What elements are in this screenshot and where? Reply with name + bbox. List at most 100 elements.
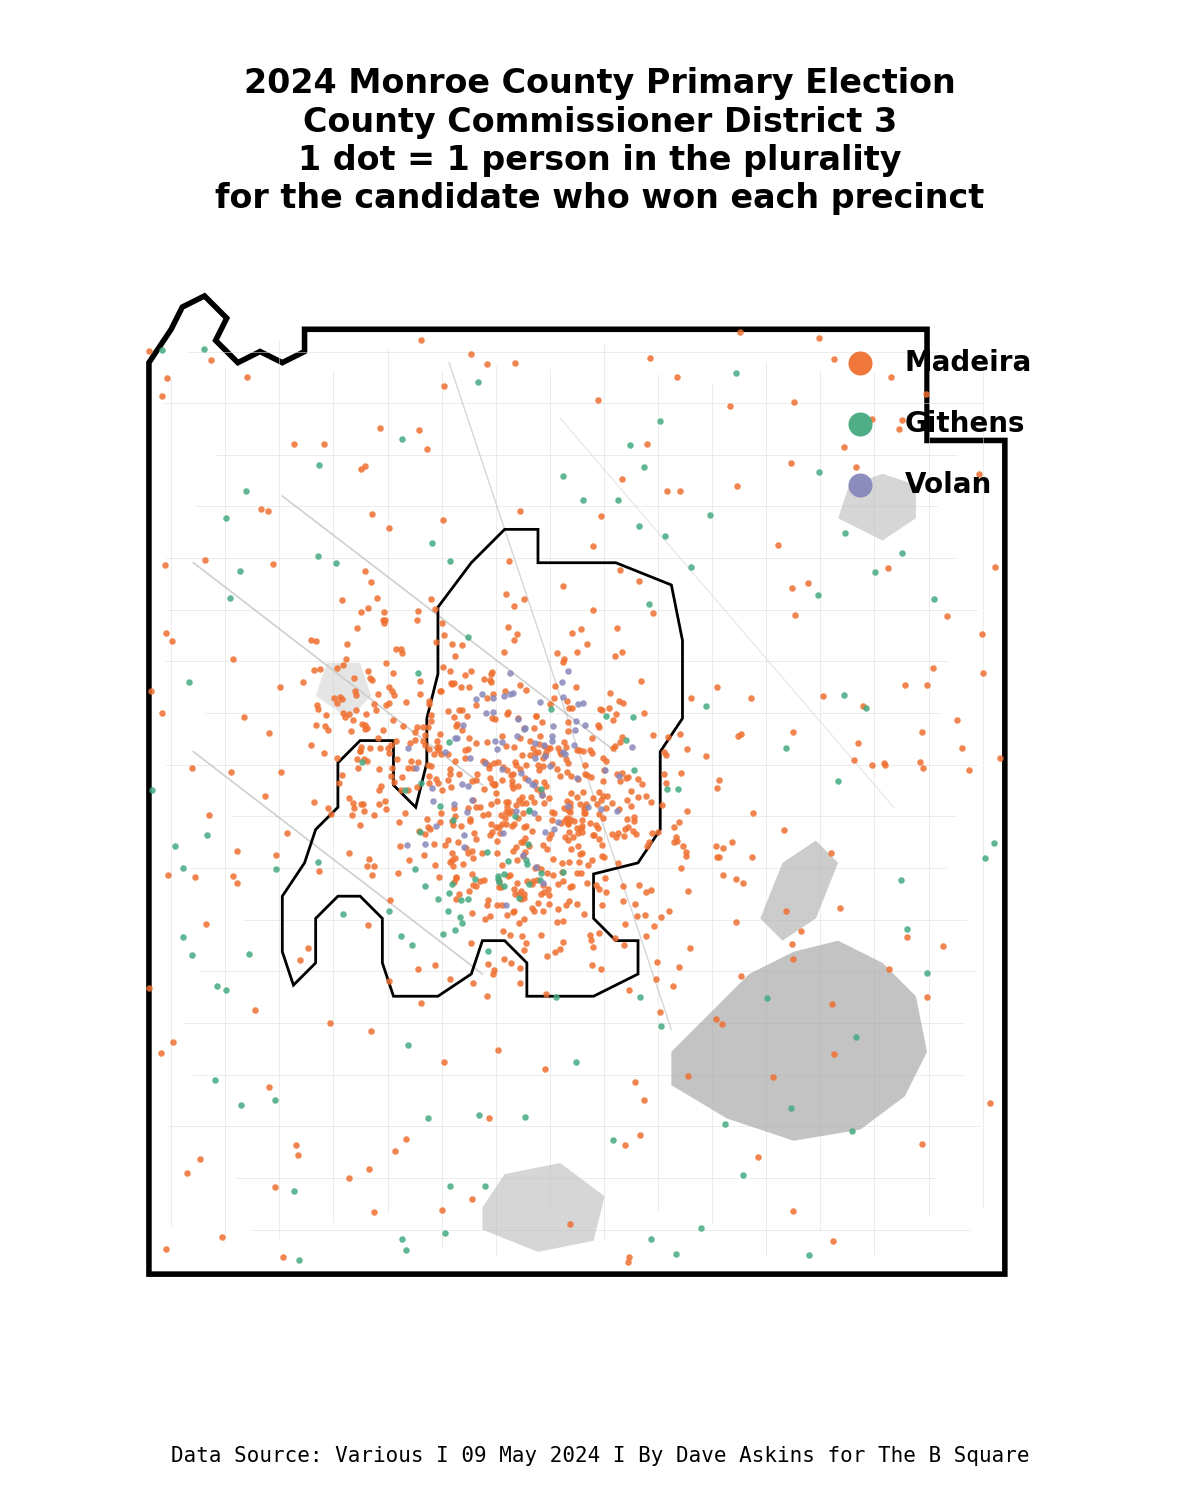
Point bbox=[350, 812, 370, 836]
Point bbox=[494, 640, 514, 664]
Point bbox=[158, 863, 178, 887]
Point bbox=[432, 742, 451, 766]
Point bbox=[347, 699, 366, 723]
Point bbox=[463, 1187, 482, 1211]
Point bbox=[640, 830, 659, 854]
Point bbox=[409, 750, 428, 773]
Point bbox=[360, 847, 379, 871]
Point bbox=[379, 968, 398, 992]
Point bbox=[462, 788, 481, 812]
Point bbox=[917, 961, 936, 985]
Point bbox=[601, 681, 620, 705]
Point bbox=[540, 826, 559, 850]
Point bbox=[526, 741, 545, 764]
Point bbox=[334, 654, 353, 678]
Point bbox=[568, 738, 587, 761]
Point bbox=[532, 779, 551, 803]
Polygon shape bbox=[761, 841, 838, 941]
Point bbox=[674, 833, 694, 857]
Point bbox=[523, 872, 542, 896]
Point bbox=[422, 775, 442, 799]
Point bbox=[624, 809, 643, 833]
Text: Madeira: Madeira bbox=[905, 349, 1032, 376]
Text: Volan: Volan bbox=[905, 471, 992, 499]
Point bbox=[559, 797, 578, 821]
Point bbox=[436, 1222, 455, 1246]
Point bbox=[637, 880, 656, 904]
Point bbox=[396, 1127, 415, 1151]
Point bbox=[546, 985, 565, 1009]
Point bbox=[524, 773, 544, 797]
Point bbox=[722, 830, 742, 854]
Point bbox=[792, 919, 811, 943]
Point bbox=[566, 1049, 586, 1073]
Point bbox=[589, 877, 608, 901]
Point bbox=[592, 956, 611, 980]
Point bbox=[490, 869, 509, 893]
Point bbox=[420, 690, 439, 714]
Point bbox=[156, 1237, 175, 1261]
Point bbox=[517, 679, 536, 703]
Point bbox=[587, 793, 606, 817]
Point bbox=[408, 958, 427, 982]
Point bbox=[451, 889, 470, 913]
Point bbox=[440, 549, 460, 573]
Point bbox=[301, 628, 320, 652]
Point bbox=[307, 693, 326, 717]
Point bbox=[454, 823, 473, 847]
Point bbox=[847, 456, 866, 480]
Point bbox=[668, 829, 688, 853]
Point bbox=[542, 752, 562, 776]
Point bbox=[414, 715, 433, 739]
Point bbox=[509, 708, 528, 732]
Point bbox=[535, 733, 554, 757]
Point bbox=[528, 890, 547, 914]
Point bbox=[500, 661, 520, 685]
Point bbox=[476, 700, 496, 724]
Point bbox=[308, 544, 328, 568]
Point bbox=[467, 769, 486, 793]
Point bbox=[834, 435, 853, 459]
Point bbox=[798, 571, 817, 595]
Point bbox=[824, 348, 844, 372]
Point bbox=[631, 1124, 650, 1148]
Point bbox=[481, 661, 500, 685]
Point bbox=[522, 818, 541, 842]
Point bbox=[608, 489, 628, 513]
Point bbox=[520, 872, 539, 896]
Point bbox=[560, 794, 580, 818]
Point bbox=[457, 800, 476, 824]
Point bbox=[714, 863, 733, 887]
Point bbox=[607, 799, 626, 823]
Point bbox=[166, 833, 185, 857]
Point bbox=[488, 815, 508, 839]
Point bbox=[610, 688, 629, 712]
Point bbox=[431, 802, 450, 826]
Point bbox=[574, 691, 593, 715]
Point bbox=[558, 827, 577, 851]
Point bbox=[324, 685, 343, 709]
Point bbox=[536, 775, 556, 799]
Point bbox=[511, 830, 530, 854]
Point bbox=[574, 779, 593, 803]
Point bbox=[720, 394, 739, 418]
Point bbox=[374, 600, 394, 624]
Point bbox=[478, 985, 497, 1009]
Point bbox=[618, 815, 637, 839]
Point bbox=[584, 823, 604, 847]
Point bbox=[236, 480, 256, 504]
Point bbox=[446, 726, 466, 750]
Point bbox=[419, 715, 438, 739]
Point bbox=[452, 633, 472, 657]
Point bbox=[912, 1132, 931, 1156]
Point bbox=[462, 342, 481, 366]
Point bbox=[583, 534, 602, 558]
Point bbox=[534, 791, 553, 815]
Point bbox=[420, 738, 439, 761]
Point bbox=[448, 726, 467, 750]
Point bbox=[326, 657, 346, 681]
Point bbox=[460, 675, 479, 699]
Point bbox=[482, 706, 502, 730]
Point bbox=[557, 690, 576, 714]
Point bbox=[493, 755, 512, 779]
